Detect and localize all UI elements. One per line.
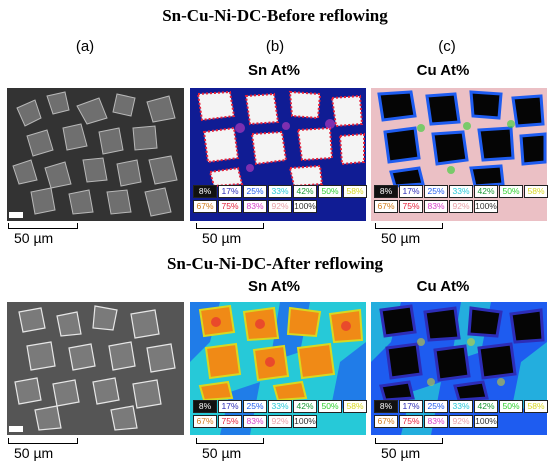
legend-item: 33% bbox=[449, 400, 473, 413]
legend-item: 42% bbox=[293, 400, 317, 413]
legend-item: 25% bbox=[424, 400, 448, 413]
panel-label-c: (c) bbox=[438, 38, 456, 55]
legend-item: 8% bbox=[374, 400, 398, 413]
legend-item: 92% bbox=[449, 415, 473, 428]
legend-item: 100% bbox=[293, 200, 317, 213]
scale-label: 50 µm bbox=[14, 445, 54, 461]
legend-item: 75% bbox=[399, 200, 423, 213]
legend-item: 42% bbox=[293, 185, 317, 198]
legend-item: 83% bbox=[243, 200, 267, 213]
legend-item: 50% bbox=[318, 400, 342, 413]
legend-item: 8% bbox=[374, 185, 398, 198]
map-title-cu-after: Cu At% bbox=[416, 278, 470, 295]
legend-item: 58% bbox=[524, 400, 548, 413]
legend-item: 83% bbox=[243, 415, 267, 428]
legend-item: 92% bbox=[268, 415, 292, 428]
legend-item: 100% bbox=[293, 415, 317, 428]
legend-item: 67% bbox=[374, 415, 398, 428]
title-before-reflowing: Sn-Cu-Ni-DC-Before reflowing bbox=[162, 6, 388, 25]
legend-item: 50% bbox=[499, 185, 523, 198]
scale-label: 50 µm bbox=[381, 230, 421, 246]
cu-map-after bbox=[371, 302, 547, 435]
legend-item: 25% bbox=[243, 400, 267, 413]
legend-item: 50% bbox=[318, 185, 342, 198]
panel-label-a: (a) bbox=[75, 38, 95, 55]
legend-item: 58% bbox=[524, 185, 548, 198]
title-after-reflowing: Sn-Cu-Ni-DC-After reflowing bbox=[166, 254, 384, 273]
legend-item: 17% bbox=[399, 400, 423, 413]
legend-item: 25% bbox=[424, 185, 448, 198]
legend-cu-after: 8% 17% 25% 33% 42% 50% 58% 67% 75% 83% 92% 100% bbox=[374, 400, 548, 428]
legend-item: 33% bbox=[449, 185, 473, 198]
scale-label: 50 µm bbox=[381, 445, 421, 461]
legend-item: 50% bbox=[499, 400, 523, 413]
legend-item: 67% bbox=[193, 415, 217, 428]
legend-item: 92% bbox=[268, 200, 292, 213]
cu-map-before bbox=[371, 88, 547, 221]
map-title-cu-before: Cu At% bbox=[416, 62, 470, 79]
legend-item: 75% bbox=[218, 415, 242, 428]
legend-item: 8% bbox=[193, 185, 217, 198]
legend-item: 58% bbox=[343, 400, 367, 413]
legend-item: 75% bbox=[399, 415, 423, 428]
legend-item: 33% bbox=[268, 185, 292, 198]
legend-item: 75% bbox=[218, 200, 242, 213]
legend-cu-before: 8% 17% 25% 33% 42% 50% 58% 67% 75% 83% 92% 100% bbox=[374, 185, 548, 213]
legend-item: 17% bbox=[218, 185, 242, 198]
scale-label: 50 µm bbox=[202, 445, 242, 461]
legend-item: 83% bbox=[424, 200, 448, 213]
legend-item: 100% bbox=[474, 415, 498, 428]
scale-label: 50 µm bbox=[202, 230, 242, 246]
legend-item: 33% bbox=[268, 400, 292, 413]
legend-item: 42% bbox=[474, 400, 498, 413]
legend-item: 100% bbox=[474, 200, 498, 213]
map-title-sn-after: Sn At% bbox=[248, 278, 300, 295]
legend-item: 25% bbox=[243, 185, 267, 198]
legend-sn-before: 8% 17% 25% 33% 42% 50% 58% 67% 75% 83% 92% 100% bbox=[193, 185, 367, 213]
scale-label: 50 µm bbox=[14, 230, 54, 246]
sem-image-after bbox=[7, 302, 184, 435]
sem-image-before bbox=[7, 88, 184, 221]
legend-item: 17% bbox=[399, 185, 423, 198]
legend-item: 17% bbox=[218, 400, 242, 413]
legend-item: 8% bbox=[193, 400, 217, 413]
legend-item: 92% bbox=[449, 200, 473, 213]
legend-item: 83% bbox=[424, 415, 448, 428]
legend-sn-after: 8% 17% 25% 33% 42% 50% 58% 67% 75% 83% 92% 100% bbox=[193, 400, 367, 428]
legend-item: 67% bbox=[374, 200, 398, 213]
legend-item: 42% bbox=[474, 185, 498, 198]
legend-item: 58% bbox=[343, 185, 367, 198]
sn-map-before bbox=[190, 88, 366, 221]
legend-item: 67% bbox=[193, 200, 217, 213]
map-title-sn-before: Sn At% bbox=[248, 62, 300, 79]
panel-label-b: (b) bbox=[265, 38, 285, 55]
